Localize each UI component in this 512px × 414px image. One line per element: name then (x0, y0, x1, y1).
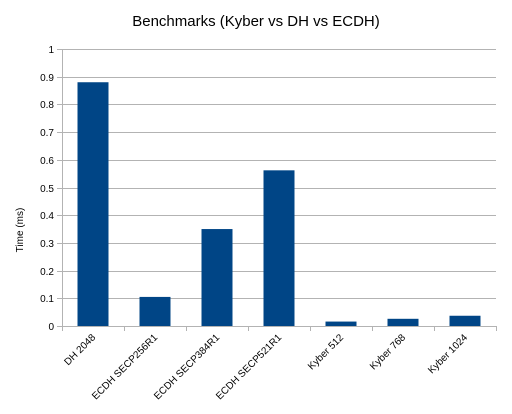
y-tick-label: 0.8 (40, 100, 54, 111)
bar (387, 318, 419, 326)
x-tick-label: Kyber 768 (368, 332, 408, 372)
bar (263, 170, 295, 326)
x-tick-label: ECDH SECP521R1 (214, 332, 284, 402)
y-tick-label: 0.3 (40, 239, 54, 250)
y-tick-label: 0.2 (40, 267, 54, 278)
y-axis-label: Time (ms) (15, 208, 26, 253)
y-tick-labels: 0 0.1 0.2 0.3 0.4 0.5 0.6 0.7 0.8 0.9 1 (40, 45, 54, 333)
bar (325, 321, 357, 326)
y-tick-label: 0.1 (40, 294, 54, 305)
bar (139, 296, 171, 326)
x-tick-label: Kyber 1024 (426, 332, 470, 376)
chart-title: Benchmarks (Kyber vs DH vs ECDH) (132, 13, 380, 30)
y-tick-label: 0.5 (40, 184, 54, 195)
bar (77, 82, 109, 327)
y-tick-label: 0 (48, 322, 54, 333)
x-tick-label: ECDH SECP384R1 (152, 332, 222, 402)
y-tick-label: 0.4 (40, 211, 54, 222)
bar (449, 315, 481, 326)
x-tick-label: Kyber 512 (306, 332, 346, 372)
bar (201, 229, 233, 326)
y-tick-label: 0.7 (40, 128, 54, 139)
y-tick-label: 1 (48, 45, 54, 56)
y-tick-label: 0.9 (40, 73, 54, 84)
x-tick-label: DH 2048 (62, 332, 98, 368)
bars (77, 82, 481, 327)
y-tick-label: 0.6 (40, 156, 54, 167)
x-tick-label: ECDH SECP256R1 (90, 332, 160, 402)
